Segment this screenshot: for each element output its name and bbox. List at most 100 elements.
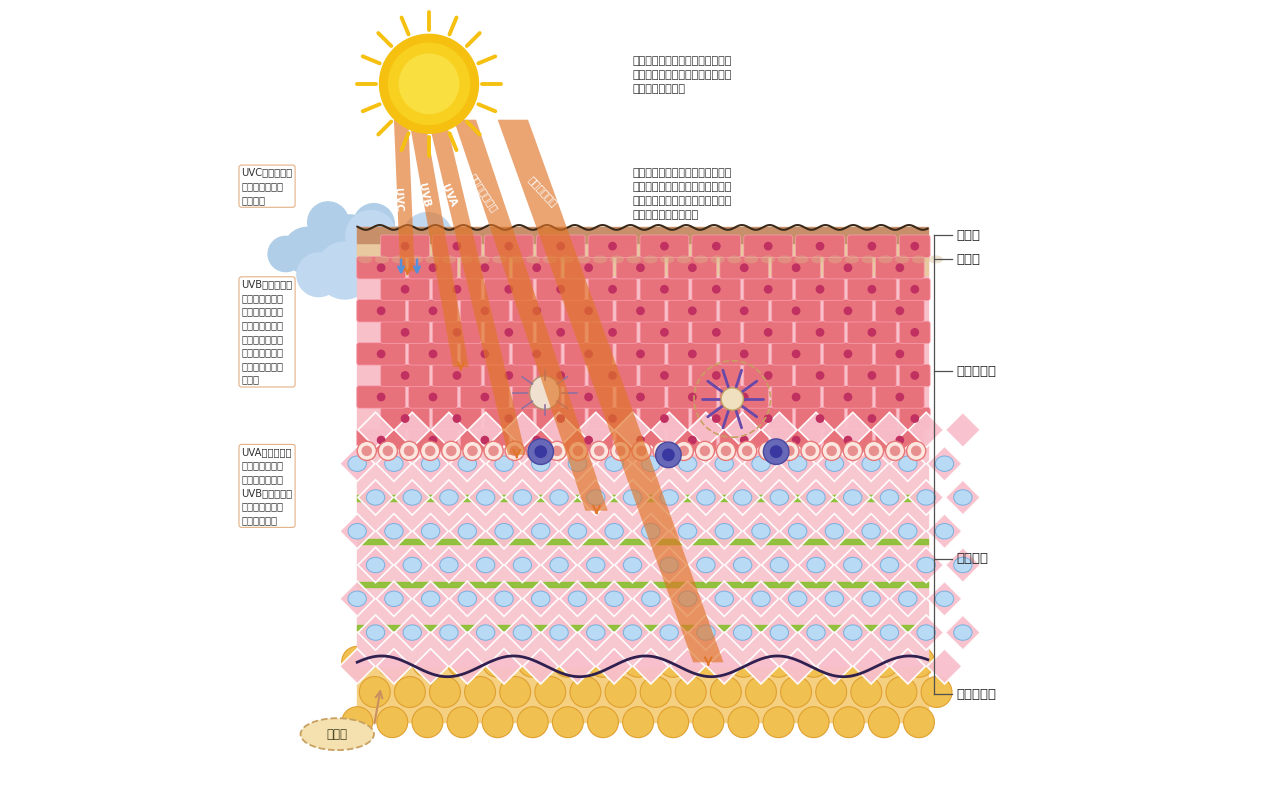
Circle shape [844,263,853,272]
Ellipse shape [531,456,550,472]
Circle shape [420,441,440,460]
Circle shape [676,677,706,708]
FancyBboxPatch shape [484,279,533,301]
Circle shape [759,441,778,460]
Circle shape [283,227,330,274]
Polygon shape [762,547,797,583]
Text: 角质层: 角质层 [956,229,980,242]
FancyBboxPatch shape [692,365,740,387]
Circle shape [763,445,773,456]
Polygon shape [762,480,797,515]
Text: 乳头层: 乳头层 [326,728,348,741]
Circle shape [517,646,548,678]
Ellipse shape [660,490,678,505]
Ellipse shape [385,456,404,472]
Ellipse shape [624,490,641,505]
Polygon shape [670,446,705,481]
Circle shape [688,306,697,315]
Ellipse shape [514,557,531,573]
Polygon shape [339,514,374,549]
Ellipse shape [568,591,587,606]
Circle shape [316,242,373,299]
FancyBboxPatch shape [460,257,510,279]
Ellipse shape [530,376,560,409]
Circle shape [548,441,567,460]
Circle shape [740,393,749,401]
Ellipse shape [568,523,587,539]
Circle shape [378,441,397,460]
Circle shape [533,436,541,444]
FancyBboxPatch shape [744,407,792,429]
FancyBboxPatch shape [744,235,792,258]
Polygon shape [449,581,484,616]
Polygon shape [725,547,760,583]
Ellipse shape [954,625,972,640]
Circle shape [377,707,407,737]
Circle shape [658,707,688,737]
Circle shape [764,414,773,423]
Ellipse shape [917,490,935,505]
FancyBboxPatch shape [796,279,844,301]
Circle shape [844,306,853,315]
Circle shape [911,242,920,251]
FancyBboxPatch shape [848,407,896,429]
Circle shape [533,306,541,315]
FancyBboxPatch shape [536,365,584,387]
Circle shape [484,441,503,460]
Ellipse shape [693,255,708,263]
Circle shape [395,677,425,708]
Ellipse shape [477,557,495,573]
Bar [357,243,927,451]
Circle shape [321,215,378,272]
FancyBboxPatch shape [564,300,614,322]
Circle shape [467,445,478,456]
Polygon shape [927,649,963,684]
Circle shape [636,436,645,444]
Text: 棘细胞层: 棘细胞层 [956,552,988,565]
Circle shape [412,707,443,737]
Circle shape [816,677,846,708]
Circle shape [693,707,724,737]
Ellipse shape [896,255,910,263]
Polygon shape [707,514,741,549]
Circle shape [534,445,548,458]
Circle shape [526,441,545,460]
Polygon shape [524,446,558,481]
Ellipse shape [734,490,751,505]
Circle shape [844,436,853,444]
FancyBboxPatch shape [720,386,769,409]
Circle shape [573,445,583,456]
Circle shape [430,677,460,708]
Polygon shape [744,649,778,684]
Polygon shape [688,547,724,583]
Polygon shape [578,615,614,650]
Polygon shape [817,446,853,481]
Polygon shape [615,413,650,448]
Polygon shape [487,446,521,481]
Polygon shape [468,413,503,448]
Circle shape [798,646,829,678]
FancyBboxPatch shape [357,300,406,322]
Circle shape [353,203,395,244]
Polygon shape [945,615,980,650]
Ellipse shape [788,523,807,539]
Circle shape [792,393,801,401]
FancyBboxPatch shape [796,407,844,429]
FancyBboxPatch shape [512,257,562,279]
Polygon shape [376,514,411,549]
Polygon shape [505,615,540,650]
Circle shape [535,677,565,708]
FancyBboxPatch shape [899,279,930,301]
FancyBboxPatch shape [668,257,717,279]
Polygon shape [376,446,411,481]
Polygon shape [798,547,834,583]
FancyBboxPatch shape [536,235,584,258]
Ellipse shape [440,557,458,573]
FancyBboxPatch shape [848,235,896,258]
Circle shape [745,677,777,708]
Ellipse shape [477,625,495,640]
Polygon shape [908,615,944,650]
Circle shape [453,328,462,337]
Circle shape [608,285,617,294]
Ellipse shape [677,255,691,263]
